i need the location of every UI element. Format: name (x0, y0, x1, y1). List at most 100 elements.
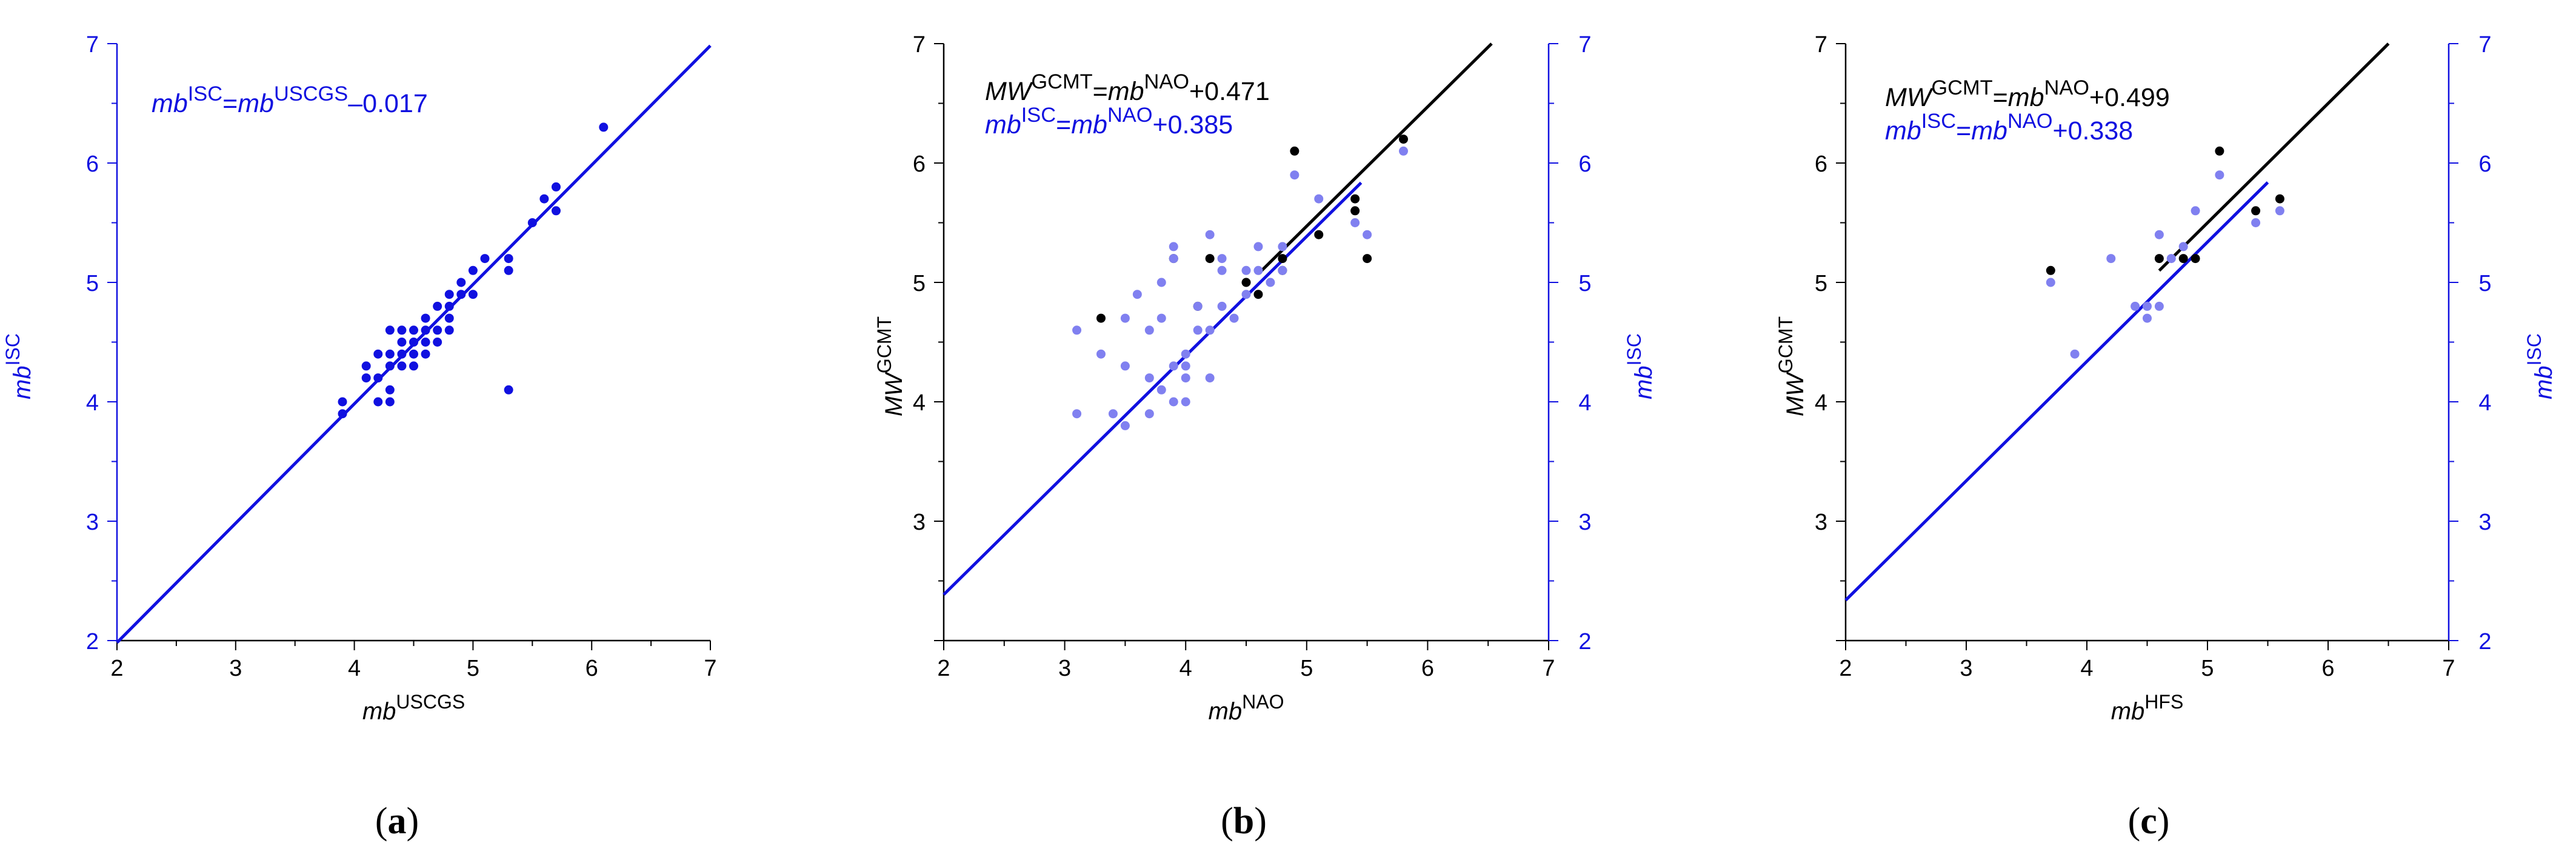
panel-a-y-axis-label-base: mb (9, 365, 36, 399)
panel-a-point-0 (409, 361, 418, 371)
panel-a-y-tick-label: 3 (86, 510, 99, 535)
panel-b-equation-1-part-1: ISC (1021, 104, 1056, 127)
panel-c-y-axis-label: MWGCMT (1775, 316, 1809, 416)
panel-c-equation-0-part-1: GCMT (1931, 76, 1992, 99)
panel-b-point-1 (1169, 242, 1178, 252)
panel-c-y2-tick-label: 3 (2478, 510, 2491, 535)
panel-b-x-tick-label: 4 (1180, 656, 1192, 681)
panel-b-equation-1-part-4: NAO (1107, 104, 1153, 127)
panel-c-point-1 (2251, 218, 2261, 227)
panel-c-y-tick-label: 7 (1815, 32, 1827, 58)
panel-a-point-0 (468, 290, 478, 299)
panel-c-point-0 (2046, 265, 2055, 275)
panel-a-y-tick-label: 2 (86, 629, 99, 655)
panel-c-y-axis-label-sup: GCMT (1775, 316, 1797, 373)
panel-c-point-0 (2191, 254, 2200, 264)
panel-c-equation-1: mbISC=mbNAO+0.338 (1885, 110, 2133, 145)
panel-b-point-1 (1096, 349, 1106, 359)
panel-a-point-0 (504, 385, 513, 395)
panel-a-point-0 (409, 338, 418, 347)
panel-b-point-1 (1229, 313, 1239, 323)
panel-b-point-1 (1072, 409, 1082, 419)
panel-b-point-1 (1253, 265, 1263, 275)
panel-b-y2-axis-label: mbISC (1623, 333, 1657, 399)
panel-c-x-tick-label: 5 (2201, 656, 2214, 681)
panel-a-x-tick-label: 5 (467, 656, 479, 681)
panel-a-equation-0-part-0: mb (152, 89, 188, 118)
panel-c-x-tick-label: 3 (1960, 656, 1972, 681)
panel-c-equation-0-part-0: MW (1885, 83, 1934, 112)
panel-a-point-0 (338, 397, 347, 407)
panel-a-y-axis-label: mbISC (2, 333, 36, 399)
panel-a-point-0 (599, 122, 609, 132)
panel-b-y-tick-label: 6 (913, 152, 926, 177)
panel-b-point-1 (1205, 230, 1215, 239)
panel-c-point-1 (2143, 313, 2152, 323)
panel-b-equation-0-part-2: = (1093, 77, 1108, 106)
panel-a-equation-0-part-5: –0.017 (348, 89, 428, 118)
panel-b-point-1 (1169, 254, 1178, 264)
panel-b-point-1 (1181, 397, 1190, 407)
panel-b-point-1 (1144, 325, 1154, 335)
panel-b-fit-line-1 (943, 181, 1363, 596)
panel-a-caption-letter: a (388, 801, 407, 842)
panel-a-point-0 (444, 325, 454, 335)
panel-b-y2-axis-label-sup: ISC (1623, 333, 1645, 365)
panel-a-point-0 (385, 397, 395, 407)
panel-b-point-1 (1132, 290, 1142, 299)
panel-a-equation-0: mbISC=mbUSCGS–0.017 (152, 82, 428, 118)
panel-c-x-axis-label-sup: HFS (2144, 691, 2183, 713)
panel-a-point-0 (397, 338, 407, 347)
panel-b-point-1 (1181, 349, 1190, 359)
panel-c-y2-tick-label: 4 (2478, 390, 2491, 416)
panel-c-y-tick-label: 3 (1815, 510, 1827, 535)
panel-b-y2-tick-label: 4 (1578, 390, 1591, 416)
panel-b-point-1 (1398, 146, 1408, 156)
panel-c-point-0 (2275, 194, 2284, 204)
panel-b-point-1 (1350, 218, 1360, 227)
panel-b-x-tick-label: 3 (1058, 656, 1071, 681)
panel-b-point-1 (1169, 397, 1178, 407)
panel-a-point-0 (433, 301, 442, 311)
panel-b-point-1 (1181, 361, 1190, 371)
panel-c: 2 3 4 5 6 734567234567mbHFSMWGCMTmbISCMWGCMT=… (1775, 32, 2557, 842)
panel-a-point-0 (361, 373, 371, 383)
panel-a-x-tick-label: 7 (704, 656, 716, 681)
panel-b-point-1 (1181, 373, 1190, 383)
panel-c-y2-tick-label: 7 (2478, 32, 2491, 58)
panel-b-y2-tick-label: 5 (1578, 271, 1591, 296)
panel-a-point-0 (456, 278, 466, 287)
panel-b-y-axis-label: MWGCMT (873, 316, 907, 416)
panel-b-point-0 (1290, 146, 1300, 156)
panel-b-equation-1-part-0: mb (985, 110, 1021, 139)
panel-c-point-1 (2275, 206, 2284, 216)
panel-b-y2-tick-label: 2 (1578, 629, 1591, 655)
panel-a-point-0 (338, 409, 347, 419)
panel-a-caption-open: ( (375, 801, 388, 842)
panel-c-equation-0-part-5: +0.499 (2089, 83, 2170, 112)
panel-c-y2-tick-label: 6 (2478, 152, 2491, 177)
panel-c-y2-axis-label-base: mb (2531, 365, 2557, 399)
panel-a-point-0 (373, 397, 383, 407)
panel-a: 2 3 4 5 6 7234567mbUSCGSmbISCmbISC=mbUSCGS–0.… (2, 32, 717, 842)
panel-c-equation-1-part-5: +0.338 (2052, 116, 2133, 145)
panel-b-point-1 (1193, 301, 1203, 311)
panel-a-point-0 (421, 349, 430, 359)
panel-a-equation-0-part-2: = (222, 89, 238, 118)
panel-a-point-0 (504, 254, 513, 264)
panel-b-point-0 (1314, 230, 1324, 239)
panel-a-point-0 (409, 349, 418, 359)
panel-a-caption: (a) (375, 801, 419, 842)
panel-c-y2-axis-label-sup: ISC (2523, 333, 2545, 365)
panel-a-caption-close: ) (407, 801, 419, 842)
panel-a-point-0 (421, 338, 430, 347)
panel-a-point-0 (444, 290, 454, 299)
panel-b-y-tick-label: 7 (913, 32, 926, 58)
panel-a-point-0 (551, 182, 561, 192)
panel-b-equation-0-part-4: NAO (1144, 70, 1190, 93)
panel-b-point-0 (1205, 254, 1215, 264)
panel-a-point-0 (468, 265, 478, 275)
panel-a-y-tick-label: 7 (86, 32, 99, 58)
panel-b-point-1 (1120, 421, 1130, 430)
panel-b-point-1 (1120, 313, 1130, 323)
